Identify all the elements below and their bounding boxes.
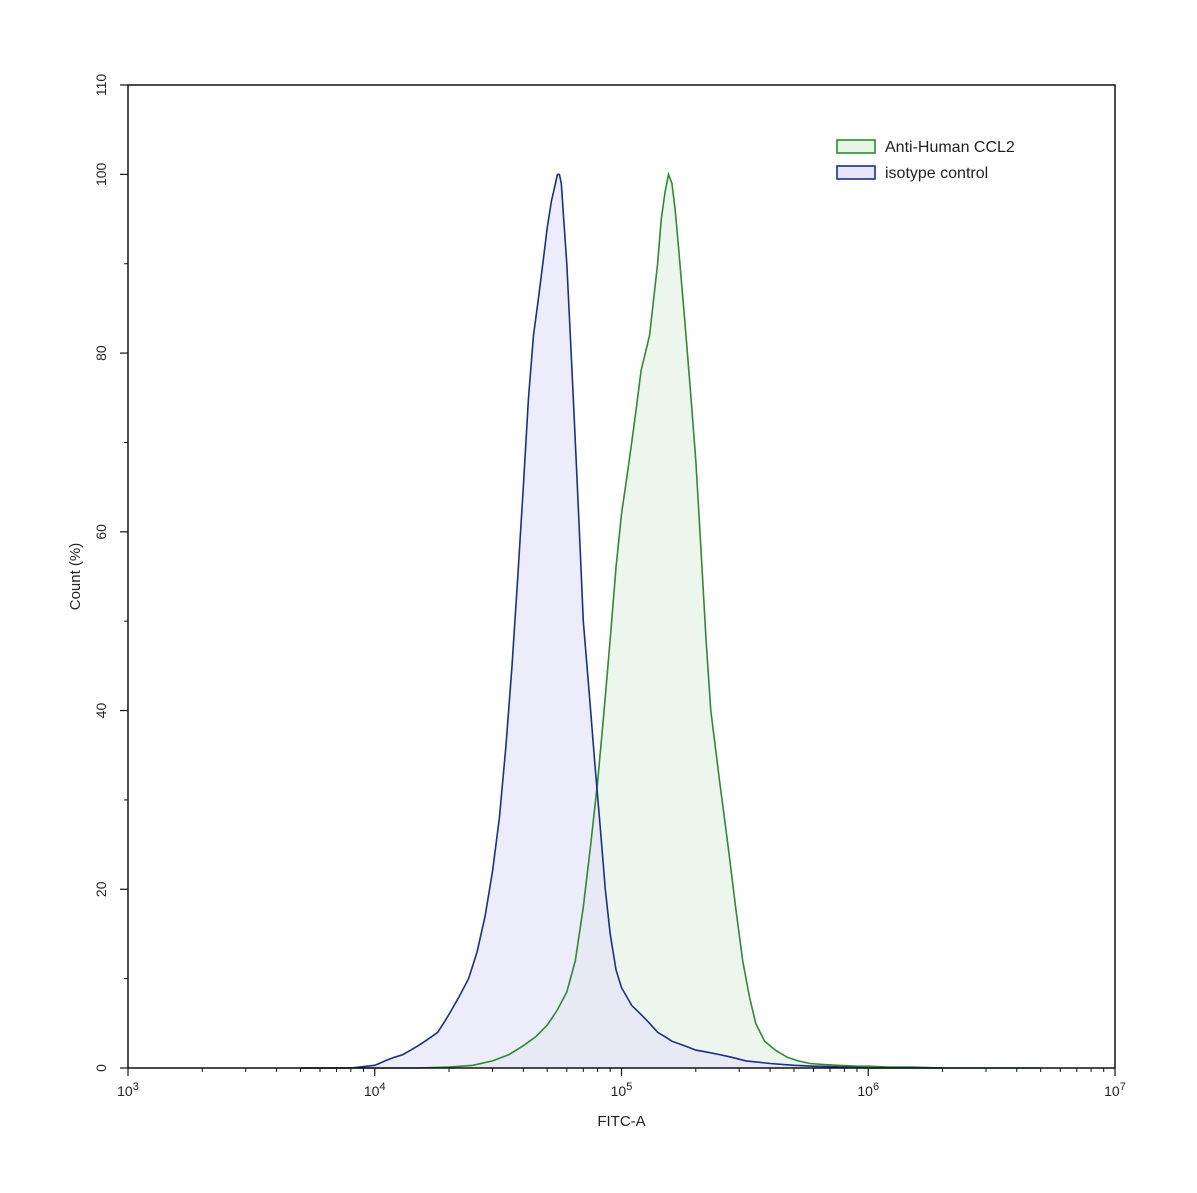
- y-axis-title: Count (%): [67, 543, 84, 611]
- y-tick-label: 60: [93, 524, 109, 540]
- series-line-1: [300, 173, 943, 1069]
- x-tick-label: 105: [611, 1081, 633, 1099]
- y-tick-label: 20: [93, 881, 109, 897]
- y-tick-label: 0: [93, 1064, 109, 1072]
- x-tick-label: 104: [364, 1081, 386, 1099]
- legend-swatch: [836, 165, 876, 180]
- series-line-0: [300, 171, 1041, 1069]
- y-tick-label: 40: [93, 703, 109, 719]
- series-area-0: [300, 174, 1041, 1068]
- x-tick-label: 106: [857, 1081, 879, 1099]
- y-tick-label: 110: [93, 74, 109, 97]
- y-axis: 0 20 40 60 80 100 110: [93, 74, 128, 1072]
- legend-label: Anti-Human CCL2: [885, 139, 1015, 156]
- y-tick-label: 100: [93, 162, 109, 186]
- y-tick-label: 80: [93, 345, 109, 361]
- x-tick-label: 107: [1104, 1081, 1126, 1099]
- plot-area-lines: [300, 171, 1041, 1069]
- legend: Anti-Human CCL2 isotype control: [836, 139, 1015, 182]
- x-tick-label: 103: [117, 1081, 139, 1099]
- x-axis-title: FITC-A: [597, 1113, 645, 1130]
- legend-swatch: [836, 139, 876, 154]
- x-axis: 103 104 105 106 107: [117, 1068, 1126, 1099]
- legend-label: isotype control: [885, 165, 988, 182]
- plot-area-fills: [300, 174, 1041, 1068]
